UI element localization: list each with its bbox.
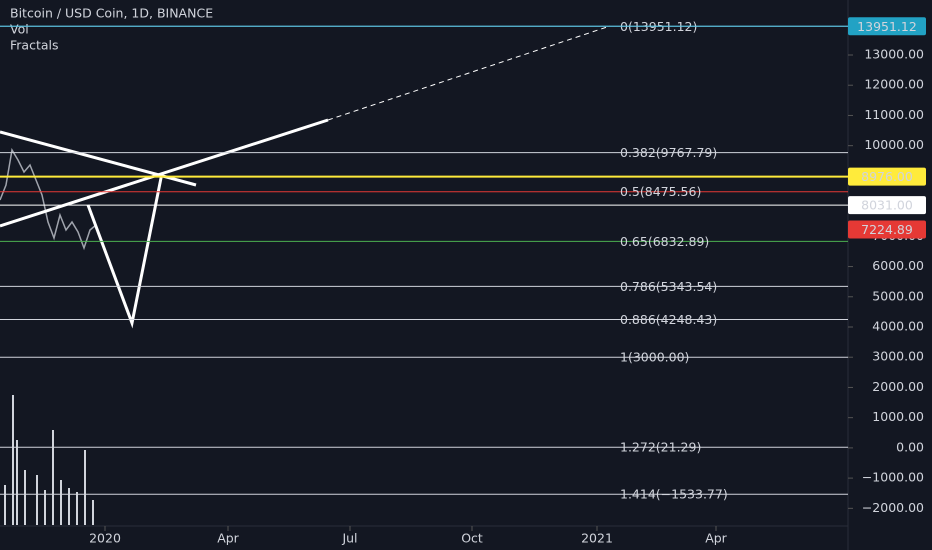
price-tick-label: 0.00: [896, 439, 924, 454]
time-label: Apr: [705, 531, 727, 546]
price-badge: [848, 167, 926, 186]
price-tick-label: −2000.00: [862, 500, 924, 515]
price-badge-label: 13951.12: [857, 19, 917, 34]
time-label: 2021: [581, 531, 613, 546]
price-tick-label: 4000.00: [872, 318, 924, 333]
fib-level-label: 1(3000.00): [620, 350, 689, 365]
price-tick-label: 13000.00: [864, 47, 924, 62]
fib-level-label: 0.382(9767.79): [620, 145, 717, 160]
symbol-title: Bitcoin / USD Coin, 1D, BINANCE: [10, 6, 213, 21]
fib-level-label: 1.272(21.29): [620, 440, 701, 455]
price-badge: [848, 17, 926, 36]
price-badge: [848, 196, 926, 215]
price-tick-label: 11000.00: [864, 107, 924, 122]
volume-bars: [4, 395, 94, 525]
fib-level-label: 0.886(4248.43): [620, 312, 717, 327]
price-badge-label: 7224.89: [861, 222, 913, 237]
drawings: [0, 0, 849, 550]
fib-level-label: 0.65(6832.89): [620, 234, 709, 249]
fib-level-label: 0.786(5343.54): [620, 279, 717, 294]
price-badge: [848, 220, 926, 239]
price-candles: [0, 147, 97, 251]
price-tick-label: −1000.00: [862, 470, 924, 485]
price-tick-label: 1000.00: [872, 409, 924, 424]
time-label: Oct: [461, 531, 483, 546]
time-label: Apr: [217, 531, 239, 546]
zigzag-drawing: [86, 172, 164, 329]
price-tick-label: 12000.00: [864, 77, 924, 92]
trend-line: [0, 118, 329, 228]
price-tick-label: 3000.00: [872, 349, 924, 364]
price-badge-label: 8976.00: [861, 169, 913, 184]
price-badge-label: 8031.00: [861, 198, 913, 213]
price-tick-label: 2000.00: [872, 379, 924, 394]
price-tick-label: 6000.00: [872, 258, 924, 273]
price-tick-label: 5000.00: [872, 288, 924, 303]
indicator-label: Vol: [10, 22, 29, 37]
time-label: 2020: [89, 531, 121, 546]
trend-projection: [327, 25, 611, 121]
price-tick-label: 10000.00: [864, 137, 924, 152]
indicator-label: Fractals: [10, 38, 59, 53]
time-label: Jul: [341, 531, 357, 546]
fib-level-label: 0.5(8475.56): [620, 184, 701, 199]
fib-level-label: 1.414(−1533.77): [620, 487, 728, 502]
